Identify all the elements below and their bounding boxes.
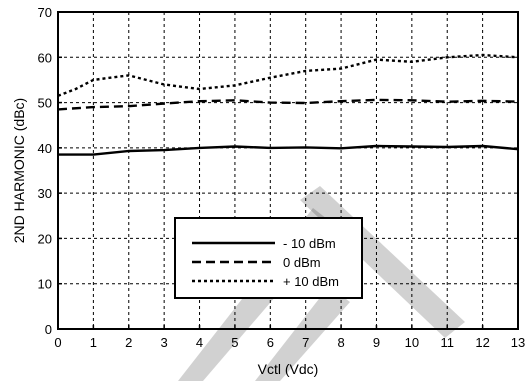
- x-tick-label: 8: [337, 335, 344, 350]
- y-tick-label: 50: [38, 96, 52, 111]
- x-tick-label: 0: [54, 335, 61, 350]
- y-tick-label: 40: [38, 141, 52, 156]
- series-line: [57, 53, 519, 97]
- x-tick-label: 1: [90, 335, 97, 350]
- x-axis-ticks: 0 1 2 3 4 5 6 7 8 9 10 11 12 13: [54, 325, 525, 350]
- y-tick-label: 0: [45, 322, 52, 337]
- x-tick-label: 5: [231, 335, 238, 350]
- plot-frame: [57, 11, 519, 330]
- series-layer: [57, 53, 519, 156]
- x-tick-label: 12: [475, 335, 489, 350]
- legend-label: - 10 dBm: [283, 236, 336, 251]
- legend-label: 0 dBm: [283, 255, 321, 270]
- y-tick-label: 70: [38, 5, 52, 20]
- y-tick-label: 10: [38, 277, 52, 292]
- x-tick-label: 4: [196, 335, 203, 350]
- x-tick-label: 11: [440, 335, 454, 350]
- y-tick-label: 30: [38, 186, 52, 201]
- y-tick-label: 20: [38, 231, 52, 246]
- x-tick-label: 9: [373, 335, 380, 350]
- legend-box: [174, 217, 363, 299]
- x-tick-label: 10: [405, 335, 419, 350]
- series-line: [58, 144, 519, 156]
- x-axis-title: Vctl (Vdc): [258, 361, 319, 377]
- series-line: [57, 98, 519, 111]
- y-tick-label: 60: [38, 50, 52, 65]
- y-axis-title: 2ND HARMONIC (dBc): [11, 98, 27, 243]
- x-tick-label: 6: [267, 335, 274, 350]
- y-axis-ticks: 0 10 20 30 40 50 60 70: [38, 5, 62, 337]
- watermark-stroke: [255, 286, 350, 381]
- x-tick-label: 13: [511, 335, 525, 350]
- legend: - 10 dBm 0 dBm + 10 dBm: [174, 217, 363, 299]
- x-tick-label: 2: [125, 335, 132, 350]
- legend-label: + 10 dBm: [283, 274, 339, 289]
- x-tick-label: 7: [302, 335, 309, 350]
- x-tick-label: 3: [161, 335, 168, 350]
